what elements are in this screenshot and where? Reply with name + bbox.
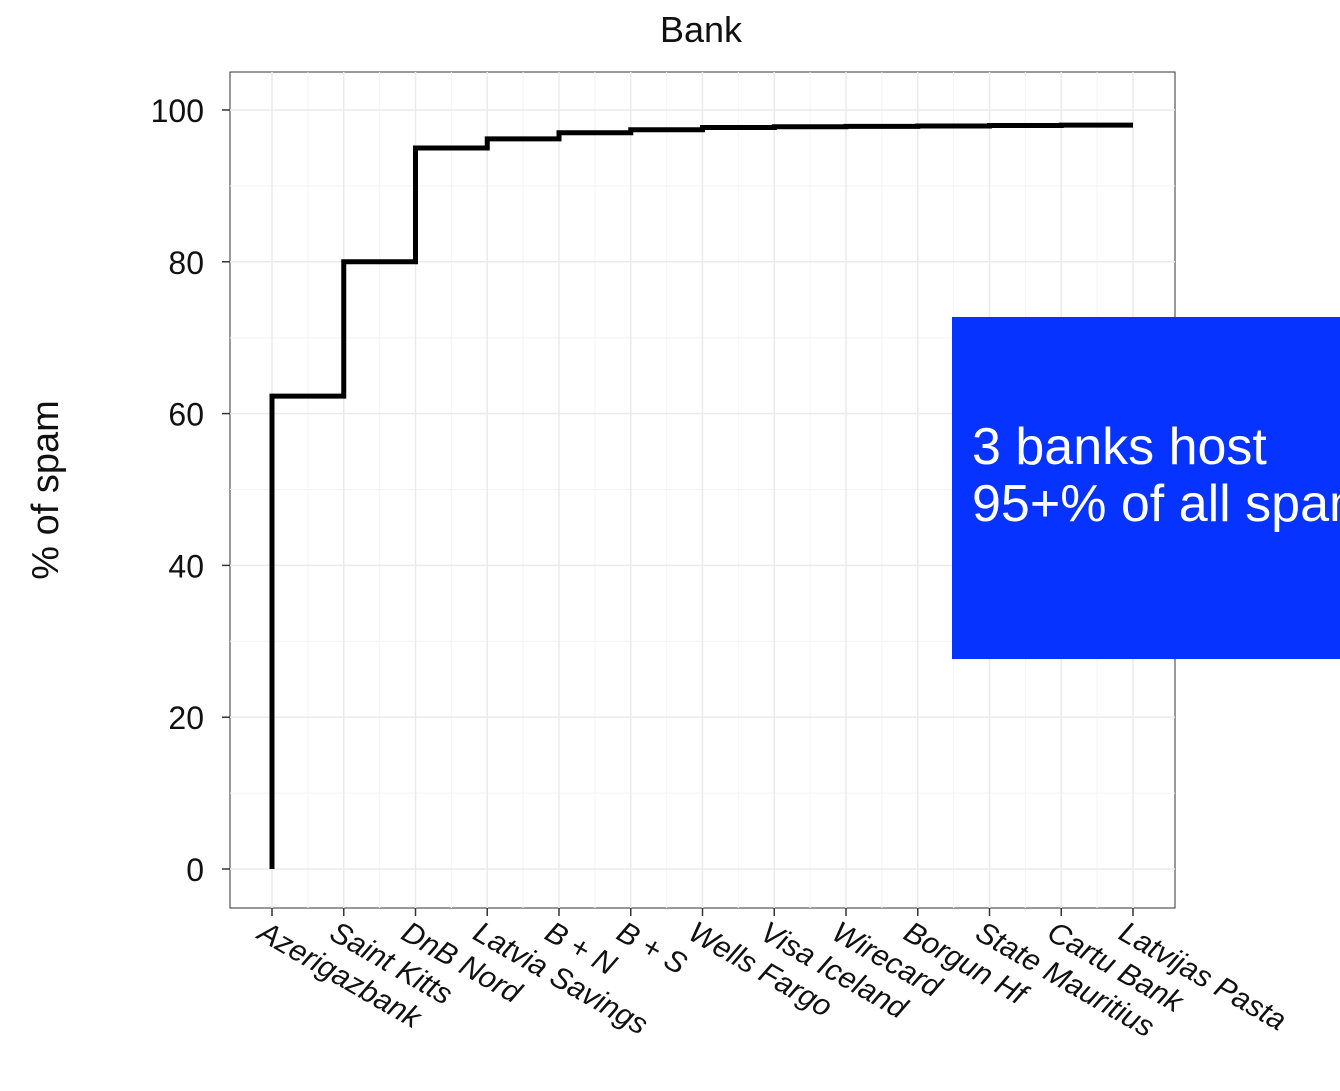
y-tick-label: 20 [168,700,204,736]
cumulative-spam-line [269,122,1133,869]
chart-title: Bank [660,9,743,50]
annotation-line-2: 95+% of all spam [972,475,1340,534]
y-tick-label: 60 [168,397,204,433]
y-axis-ticks: 0 20 40 60 80 100 [151,93,230,888]
x-tick-label: B + S [611,915,692,981]
y-tick-label: 0 [186,852,204,888]
y-tick-label: 100 [151,93,204,129]
annotation-callout: 3 banks host 95+% of all spam [952,317,1340,659]
y-axis-label: % of spam [25,400,67,580]
annotation-line-1: 3 banks host [972,418,1267,476]
y-tick-label: 80 [168,245,204,281]
y-tick-label: 40 [168,548,204,584]
